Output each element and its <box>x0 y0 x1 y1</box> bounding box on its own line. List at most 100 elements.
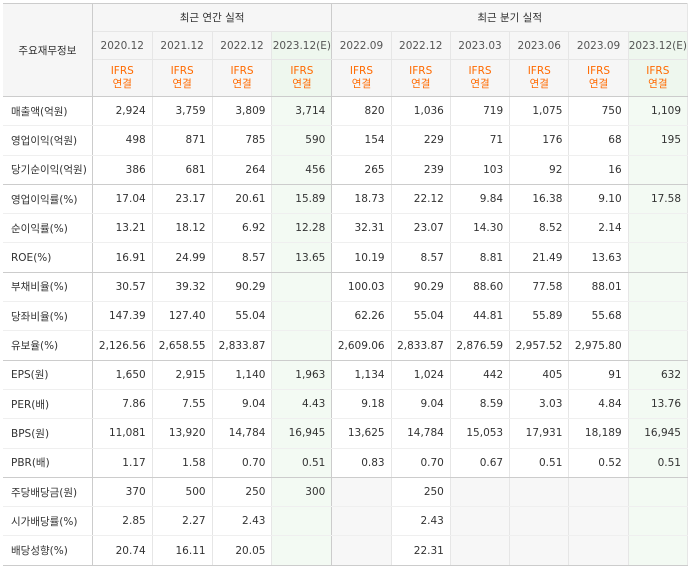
row-label: 당기순이익(억원) <box>3 155 93 185</box>
quarter-value-cell: 4.84 <box>568 389 629 420</box>
accounting-standard-header: IFRS 연결 <box>391 59 451 97</box>
annual-period-header: 2020.12 <box>92 31 153 60</box>
annual-value-cell: 20.74 <box>92 535 153 566</box>
consolidated-label: 연결 <box>588 78 609 90</box>
table-row: 시가배당률(%) 2.85 2.27 2.43 2.43 <box>3 506 689 537</box>
quarter-value-cell <box>509 477 570 508</box>
quarter-value-cell: 2,609.06 <box>331 330 392 361</box>
quarter-value-cell <box>628 242 689 273</box>
quarter-value-cell <box>628 155 689 185</box>
annual-value-cell: 1,963 <box>271 360 333 390</box>
quarter-value-cell: 0.51 <box>628 448 689 478</box>
quarter-value-cell <box>628 477 689 508</box>
quarter-value-cell: 0.52 <box>568 448 629 478</box>
quarter-value-cell: 16 <box>568 155 629 185</box>
table-row: 유보율(%) 2,126.56 2,658.55 2,833.87 2,609.06 2,… <box>3 330 689 361</box>
quarter-value-cell: 100.03 <box>331 272 392 303</box>
row-label: 영업이익(억원) <box>3 125 93 156</box>
quarter-value-cell: 17,931 <box>509 418 570 449</box>
annual-value-cell: 3,809 <box>212 96 273 127</box>
quarter-value-cell <box>628 272 689 303</box>
annual-value-cell <box>271 272 333 303</box>
quarter-value-cell: 21.49 <box>509 242 570 273</box>
quarter-value-cell <box>628 535 689 566</box>
quarter-value-cell <box>568 477 629 508</box>
quarter-value-cell: 265 <box>331 155 392 185</box>
annual-value-cell: 39.32 <box>152 272 213 303</box>
quarter-value-cell: 9.10 <box>568 184 629 215</box>
annual-value-cell: 24.99 <box>152 242 213 273</box>
quarter-value-cell: 13.63 <box>568 242 629 273</box>
ifrs-label: IFRS <box>468 65 492 77</box>
quarter-value-cell: 91 <box>568 360 629 390</box>
annual-value-cell: 590 <box>271 125 333 156</box>
annual-value-cell: 127.40 <box>152 301 213 332</box>
quarter-value-cell: 55.04 <box>391 301 451 332</box>
quarter-value-cell: 1,134 <box>331 360 392 390</box>
annual-value-cell: 386 <box>92 155 153 185</box>
quarter-value-cell: 239 <box>391 155 451 185</box>
accounting-standard-header: IFRS 연결 <box>92 59 153 97</box>
quarter-value-cell <box>628 330 689 361</box>
annual-value-cell: 498 <box>92 125 153 156</box>
quarter-value-cell: 750 <box>568 96 629 127</box>
quarter-value-cell: 2,876.59 <box>450 330 511 361</box>
quarter-value-cell: 8.81 <box>450 242 511 273</box>
row-label: PER(배) <box>3 389 93 420</box>
table-row: 순이익률(%) 13.21 18.12 6.92 12.28 32.31 23.07 14.3… <box>3 213 689 244</box>
annual-value-cell: 250 <box>212 477 273 508</box>
quarter-value-cell: 154 <box>331 125 392 156</box>
accounting-standard-header: IFRS 연결 <box>509 59 570 97</box>
quarter-value-cell: 405 <box>509 360 570 390</box>
consolidated-label: 연결 <box>172 78 192 90</box>
annual-value-cell <box>271 301 333 332</box>
annual-value-cell: 785 <box>212 125 273 156</box>
row-label: ROE(%) <box>3 242 93 273</box>
quarter-value-cell <box>331 535 392 566</box>
ifrs-label: IFRS <box>110 65 134 77</box>
ifrs-label: IFRS <box>646 65 670 77</box>
consolidated-label: 연결 <box>648 78 668 90</box>
quarter-value-cell: 9.84 <box>450 184 511 215</box>
accounting-standard-header: IFRS 연결 <box>450 59 511 97</box>
table-row: PBR(배) 1.17 1.58 0.70 0.51 0.83 0.70 0.67 0.51 0.… <box>3 448 689 478</box>
quarter-value-cell: 9.04 <box>391 389 451 420</box>
quarter-value-cell: 88.60 <box>450 272 511 303</box>
row-label: BPS(원) <box>3 418 93 449</box>
annual-value-cell: 18.12 <box>152 213 213 244</box>
quarter-value-cell: 176 <box>509 125 570 156</box>
consolidated-label: 연결 <box>529 78 549 90</box>
quarter-value-cell: 250 <box>391 477 451 508</box>
annual-value-cell: 6.92 <box>212 213 273 244</box>
quarter-period-header: 2023.06 <box>509 31 570 60</box>
quarter-value-cell: 195 <box>628 125 689 156</box>
table-row: 영업이익률(%) 17.04 23.17 20.61 15.89 18.73 22.12 9.… <box>3 184 689 215</box>
annual-value-cell: 13,920 <box>152 418 213 449</box>
row-label: 매출액(억원) <box>3 96 93 127</box>
annual-value-cell <box>271 330 333 361</box>
row-label: 유보율(%) <box>3 330 93 361</box>
annual-value-cell: 500 <box>152 477 213 508</box>
annual-value-cell: 147.39 <box>92 301 153 332</box>
table-row: BPS(원) 11,081 13,920 14,784 16,945 13,625 14,7… <box>3 418 689 449</box>
accounting-standard-header: IFRS 연결 <box>331 59 392 97</box>
accounting-standard-header: IFRS 연결 <box>271 59 333 97</box>
quarter-value-cell: 0.70 <box>391 448 451 478</box>
quarter-value-cell <box>628 506 689 537</box>
annual-value-cell: 2,915 <box>152 360 213 390</box>
quarter-value-cell: 1,024 <box>391 360 451 390</box>
quarter-value-cell <box>628 301 689 332</box>
quarter-value-cell: 68 <box>568 125 629 156</box>
quarter-period-header: 2022.12 <box>391 31 451 60</box>
annual-value-cell: 3,714 <box>271 96 333 127</box>
quarter-section-title: 최근 분기 실적 <box>331 3 688 32</box>
quarter-value-cell: 8.59 <box>450 389 511 420</box>
annual-value-cell: 30.57 <box>92 272 153 303</box>
quarter-value-cell: 0.67 <box>450 448 511 478</box>
annual-value-cell: 7.86 <box>92 389 153 420</box>
annual-value-cell: 2.85 <box>92 506 153 537</box>
row-label: 시가배당률(%) <box>3 506 93 537</box>
quarter-value-cell <box>331 506 392 537</box>
quarter-value-cell: 229 <box>391 125 451 156</box>
quarter-value-cell <box>450 506 511 537</box>
